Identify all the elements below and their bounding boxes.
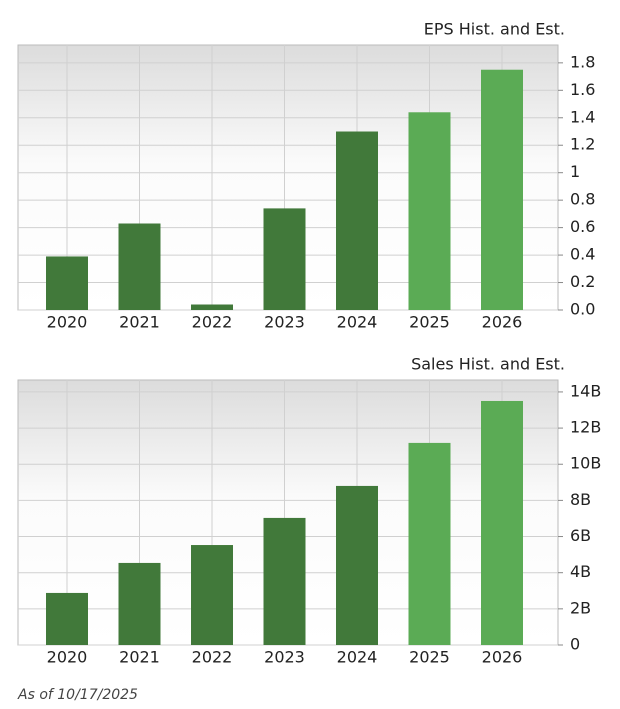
bar	[46, 592, 88, 645]
bar	[191, 545, 233, 645]
y-tick-label: 0.2	[570, 272, 595, 291]
x-tick-label: 2026	[482, 648, 523, 667]
bar	[118, 562, 161, 645]
y-tick-label: 0.0	[570, 300, 595, 319]
footer: As of 10/17/2025	[17, 687, 138, 703]
y-tick-label: 0	[570, 635, 580, 654]
bar	[408, 112, 451, 311]
y-tick-label: 14B	[570, 381, 601, 400]
y-tick-label: 0.8	[570, 190, 595, 209]
x-tick-label: 2020	[47, 313, 88, 332]
x-tick-label: 2025	[409, 648, 450, 667]
x-tick-label: 2024	[337, 313, 378, 332]
y-tick-label: 1.8	[570, 52, 595, 71]
bar	[191, 304, 233, 310]
y-tick-label: 0.4	[570, 245, 595, 264]
y-tick-label: 8B	[570, 490, 591, 509]
y-tick-label: 1	[570, 162, 580, 181]
bar	[336, 485, 378, 645]
x-tick-label: 2025	[409, 313, 450, 332]
x-tick-label: 2021	[119, 313, 160, 332]
x-tick-label: 2026	[482, 313, 523, 332]
y-tick-label: 6B	[570, 526, 591, 545]
y-tick-label: 0.6	[570, 217, 595, 236]
x-tick-label: 2021	[119, 648, 160, 667]
bar	[263, 517, 306, 645]
y-tick-label: 10B	[570, 454, 601, 473]
bar	[481, 69, 523, 310]
chart-title: Sales Hist. and Est.	[411, 355, 565, 374]
y-tick-label: 2B	[570, 598, 591, 617]
x-tick-label: 2020	[47, 648, 88, 667]
y-tick-label: 1.4	[570, 107, 595, 126]
x-tick-label: 2023	[264, 648, 305, 667]
y-tick-label: 1.2	[570, 135, 595, 154]
x-tick-label: 2024	[337, 648, 378, 667]
bar	[46, 256, 88, 310]
x-tick-label: 2022	[192, 313, 233, 332]
y-tick-label: 12B	[570, 418, 601, 437]
bar	[481, 400, 523, 645]
y-tick-label: 4B	[570, 562, 591, 581]
bar	[408, 442, 451, 645]
x-tick-label: 2022	[192, 648, 233, 667]
bar	[118, 223, 161, 310]
x-tick-label: 2023	[264, 313, 305, 332]
bar	[263, 208, 306, 310]
y-tick-label: 1.6	[570, 80, 595, 99]
bar	[336, 131, 378, 310]
chart-title: EPS Hist. and Est.	[424, 20, 565, 39]
